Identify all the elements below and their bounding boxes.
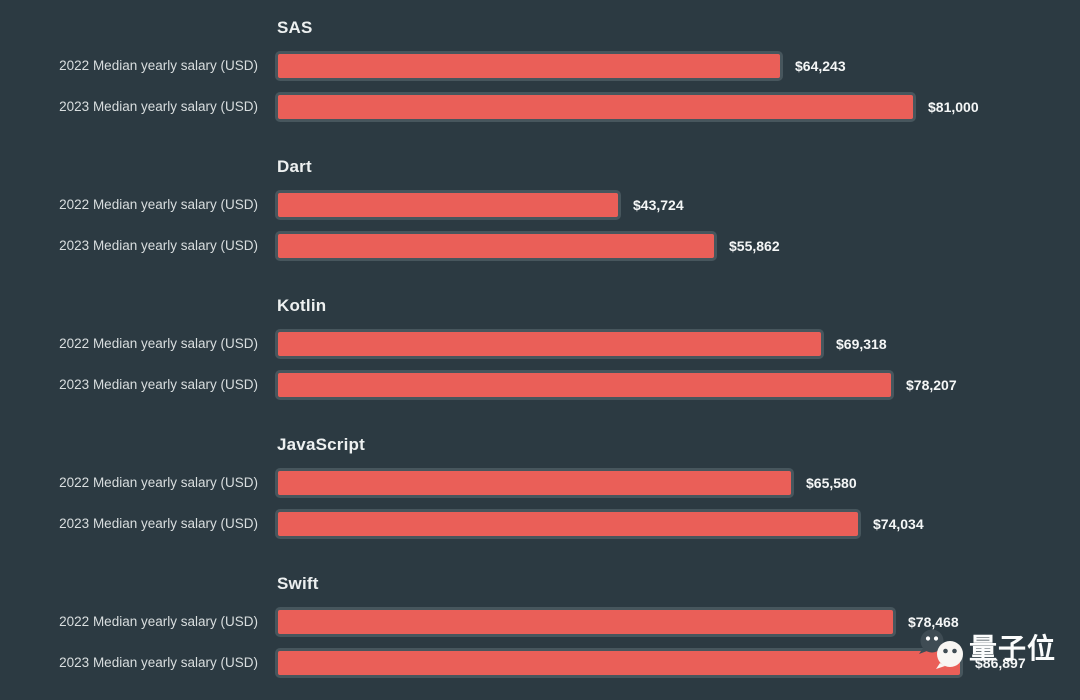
group-title: Kotlin [277, 296, 327, 315]
bar-row: 2022 Median yearly salary (USD) $65,580 [0, 468, 1080, 498]
value-label: $69,318 [836, 336, 887, 352]
row-label: 2022 Median yearly salary (USD) [59, 336, 258, 351]
bar-track: $69,318 [275, 329, 887, 359]
row-label: 2023 Median yearly salary (USD) [59, 516, 258, 531]
salary-bar [275, 51, 783, 81]
bar-track: $65,580 [275, 468, 857, 498]
bar-track: $43,724 [275, 190, 684, 220]
salary-bar [275, 370, 894, 400]
salary-bar [275, 648, 963, 678]
language-group: Swift 2022 Median yearly salary (USD) $78,… [0, 573, 1080, 678]
language-group: SAS 2022 Median yearly salary (USD) $64,24… [0, 17, 1080, 122]
salary-bar [275, 607, 896, 637]
group-title: SAS [277, 18, 313, 37]
value-label: $86,897 [975, 655, 1026, 671]
row-label: 2022 Median yearly salary (USD) [59, 58, 258, 73]
bar-track: $55,862 [275, 231, 780, 261]
value-label: $55,862 [729, 238, 780, 254]
row-label: 2023 Median yearly salary (USD) [59, 99, 258, 114]
bar-track: $78,207 [275, 370, 957, 400]
value-label: $43,724 [633, 197, 684, 213]
bar-row: 2022 Median yearly salary (USD) $64,243 [0, 51, 1080, 81]
bar-track: $64,243 [275, 51, 846, 81]
salary-bar [275, 92, 916, 122]
salary-bar [275, 190, 621, 220]
row-label: 2022 Median yearly salary (USD) [59, 614, 258, 629]
salary-bar [275, 509, 861, 539]
bar-row: 2022 Median yearly salary (USD) $43,724 [0, 190, 1080, 220]
value-label: $65,580 [806, 475, 857, 491]
value-label: $78,207 [906, 377, 957, 393]
group-title: JavaScript [277, 435, 365, 454]
bar-track: $78,468 [275, 607, 959, 637]
language-group: JavaScript 2022 Median yearly salary (USD… [0, 434, 1080, 539]
chart-groups: SAS 2022 Median yearly salary (USD) $64,24… [0, 17, 1080, 678]
value-label: $78,468 [908, 614, 959, 630]
bar-track: $74,034 [275, 509, 924, 539]
bar-row: 2023 Median yearly salary (USD) $78,207 [0, 370, 1080, 400]
bar-row: 2023 Median yearly salary (USD) $74,034 [0, 509, 1080, 539]
bar-row: 2023 Median yearly salary (USD) $86,897 [0, 648, 1080, 678]
language-group: Dart 2022 Median yearly salary (USD) $43,7… [0, 156, 1080, 261]
bar-row: 2022 Median yearly salary (USD) $78,468 [0, 607, 1080, 637]
value-label: $81,000 [928, 99, 979, 115]
salary-bar [275, 329, 824, 359]
row-label: 2023 Median yearly salary (USD) [59, 655, 258, 670]
value-label: $74,034 [873, 516, 924, 532]
bar-row: 2023 Median yearly salary (USD) $81,000 [0, 92, 1080, 122]
row-label: 2023 Median yearly salary (USD) [59, 377, 258, 392]
row-label: 2022 Median yearly salary (USD) [59, 475, 258, 490]
salary-bar [275, 468, 794, 498]
salary-bar [275, 231, 717, 261]
row-label: 2023 Median yearly salary (USD) [59, 238, 258, 253]
bar-row: 2022 Median yearly salary (USD) $69,318 [0, 329, 1080, 359]
value-label: $64,243 [795, 58, 846, 74]
bar-track: $81,000 [275, 92, 979, 122]
row-label: 2022 Median yearly salary (USD) [59, 197, 258, 212]
group-title: Swift [277, 574, 319, 593]
bar-row: 2023 Median yearly salary (USD) $55,862 [0, 231, 1080, 261]
language-group: Kotlin 2022 Median yearly salary (USD) $69… [0, 295, 1080, 400]
group-title: Dart [277, 157, 312, 176]
bar-track: $86,897 [275, 648, 1026, 678]
